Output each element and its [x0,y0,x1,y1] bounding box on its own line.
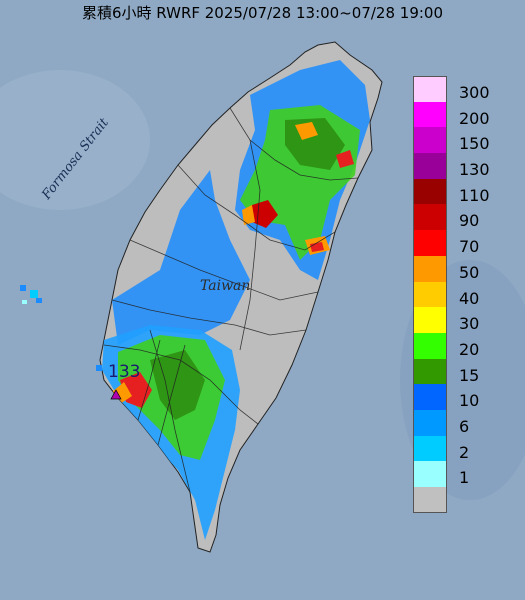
legend-swatch [413,435,447,462]
legend-swatch [413,332,447,359]
legend-swatch [413,487,447,513]
legend-item: 150 [413,127,493,154]
county-boundary [111,299,307,336]
county-boundary [149,329,191,493]
legend-label: 15 [459,365,480,385]
county-boundary [129,239,319,301]
legend-swatch [413,384,447,410]
legend-swatch [413,461,447,487]
legend-label: 2 [459,442,470,462]
river [137,339,161,421]
rain-area-west [112,170,250,345]
legend-label: 1 [459,468,470,488]
legend-label: 300 [459,83,490,102]
rain-area-central-orange [242,205,255,225]
legend-swatch [413,409,447,436]
legend-swatch [413,127,447,154]
legend-item: 50 [413,255,493,282]
legend-swatch [413,76,447,102]
island-label: Taiwan [200,278,250,294]
map-title: 累積6小時 RWRF 2025/07/28 13:00~07/28 19:00 [81,4,444,22]
rain-area-ne-red [336,150,354,168]
station-marker-icon [110,389,122,400]
legend-label: 40 [459,288,480,308]
legend-item: 6 [413,409,493,436]
legend-item: 90 [413,204,493,231]
legend-label: 10 [459,391,480,411]
legend-item: 300 [413,76,493,102]
legend-label: 70 [459,237,480,257]
legend-label: 50 [459,262,480,282]
legend-item: 40 [413,281,493,308]
legend-swatch [413,255,447,282]
county-boundary [229,107,359,181]
rainfall-legend: 300 200 150 130 110 90 70 50 40 30 20 15 10 6 2 1 [413,76,493,513]
legend-label: 200 [459,108,490,128]
legend-swatch [413,204,447,231]
legend-swatch [413,178,447,205]
legend-item: 70 [413,230,493,256]
legend-label: 150 [459,134,490,154]
legend-item: 110 [413,178,493,205]
legend-label: 110 [459,185,490,205]
legend-item: 30 [413,307,493,333]
station-id-label: 133 [108,362,141,382]
legend-item: 200 [413,101,493,128]
legend-swatch [413,358,447,385]
legend-label: 30 [459,314,480,334]
county-boundary [177,164,336,251]
legend-swatch [413,281,447,308]
legend-label: 90 [459,211,480,231]
county-boundary [103,344,259,425]
legend-label: 130 [459,160,490,180]
legend-label: 6 [459,416,470,436]
legend-label: 20 [459,339,480,359]
river [157,344,186,446]
legend-swatch [413,101,447,128]
offshore-rain-cells [20,285,102,371]
legend-item: 15 [413,358,493,385]
county-boundary [239,139,261,351]
legend-item: 130 [413,153,493,179]
legend-item: 20 [413,332,493,359]
legend-item [413,487,493,513]
legend-item: 10 [413,384,493,410]
legend-swatch [413,307,447,333]
legend-swatch [413,153,447,179]
rain-area-north-orange [295,122,318,140]
legend-item: 2 [413,435,493,462]
legend-item: 1 [413,461,493,487]
legend-swatch [413,230,447,256]
